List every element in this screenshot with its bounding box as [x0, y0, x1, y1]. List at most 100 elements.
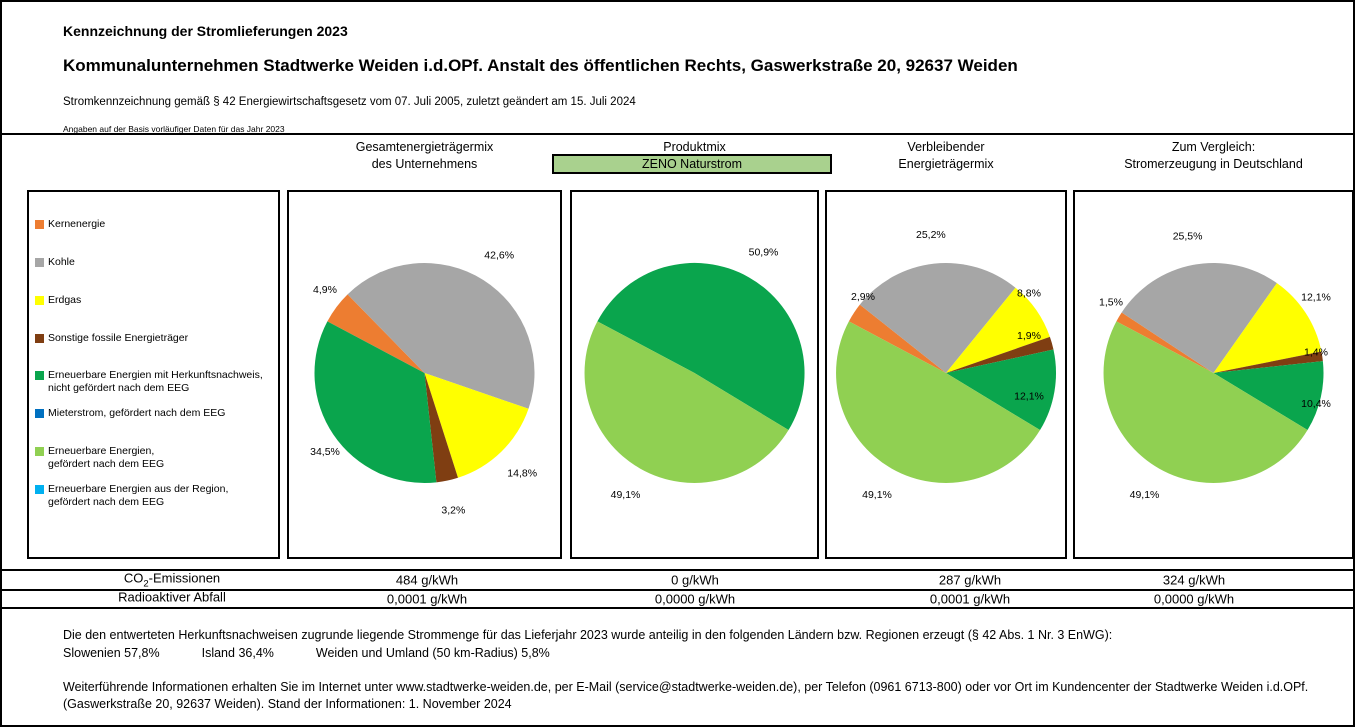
pie-slice-sonstige_fossile: [946, 336, 1054, 373]
column-header-verbleibender-mix: Verbleibender Energieträgermix: [825, 139, 1067, 173]
legend-label: Mieterstrom, gefördert nach dem EEG: [48, 407, 226, 419]
legend-item-mieterstrom: Mieterstrom, gefördert nach dem EEG: [35, 407, 225, 420]
pie-slice-ee_eeg: [1103, 321, 1308, 483]
pie-chart-gesamtmix: 4,9% 42,6% 14,8% 3,2% 34,5%: [310, 250, 537, 517]
pie-panel-gesamtmix: 4,9% 42,6% 14,8% 3,2% 34,5%: [287, 190, 562, 559]
column-header-deutschland: Zum Vergleich: Stromerzeugung in Deutsch…: [1073, 139, 1353, 173]
column-header-line2: Energieträgermix: [898, 157, 994, 171]
pie-slice-sonstige_fossile: [1213, 351, 1323, 373]
column-header-line1: Produktmix: [663, 140, 726, 154]
pie-panel-verbleibender-mix: 2,9% 25,2% 8,8% 1,9% 12,1% 49,1%: [825, 190, 1067, 559]
radioactive-value-deutschland: 0,0000 g/kWh: [1153, 591, 1235, 607]
pie-label-ee_herkunftsnachweis: 34,5%: [310, 446, 340, 458]
column-header-line1: Gesamtenergieträgermix: [355, 140, 494, 154]
origin-region-weiden: Weiden und Umland (50 km-Radius) 5,8%: [315, 646, 550, 660]
legend-item-kohle: Kohle: [35, 256, 75, 269]
legend-panel: Kernenergie Kohle Erdgas Sonstige fossile E…: [27, 190, 280, 559]
legend-label: Erneuerbare Energien aus der Region, gefö…: [48, 483, 229, 508]
legend-label: Kohle: [48, 256, 75, 268]
legend-swatch-ee_eeg: [35, 447, 44, 456]
origin-region-island: Island 36,4%: [201, 646, 274, 660]
pie-slice-ee_herkunftsnachweis: [597, 262, 805, 431]
legal-subtitle: Stromkennzeichnung gemäß § 42 Energiewir…: [63, 96, 636, 108]
pie-label-kohle: 25,2%: [916, 229, 946, 241]
column-header-line1: Zum Vergleich:: [1171, 140, 1256, 154]
radioactive-value-verbleibender-mix: 0,0001 g/kWh: [929, 591, 1011, 607]
pie-label-ee_eeg: 49,1%: [1130, 489, 1160, 501]
pie-slice-kohle: [1121, 262, 1277, 373]
pie-slice-ee_eeg: [584, 321, 789, 483]
origin-statement: Die den entwerteten Herkunftsnachweisen …: [63, 628, 1113, 642]
co2-value-deutschland: 324 g/kWh: [1162, 572, 1226, 588]
legend-swatch-kohle: [35, 258, 44, 267]
page-title: Kennzeichnung der Stromlieferungen 2023: [63, 23, 348, 39]
header-divider: [2, 133, 1353, 135]
radioactive-value-gesamtmix: 0,0001 g/kWh: [386, 591, 468, 607]
pie-label-erdgas: 14,8%: [507, 468, 537, 480]
product-name-box: ZENO Naturstrom: [552, 154, 832, 174]
pie-chart-verbleibender-mix: 2,9% 25,2% 8,8% 1,9% 12,1% 49,1%: [836, 229, 1057, 501]
pie-slice-erdgas: [1213, 283, 1322, 373]
column-header-line2: des Unternehmens: [371, 157, 478, 171]
pie-panel-deutschland: 1,5% 25,5% 12,1% 1,4% 10,4% 49,1%: [1073, 190, 1353, 559]
pie-label-kernenergie: 1,5%: [1099, 296, 1123, 308]
legend-item-ee_eeg: Erneuerbare Energien, gefördert nach dem …: [35, 445, 164, 471]
pie-label-erdgas: 8,8%: [1017, 288, 1041, 300]
pie-label-kernenergie: 2,9%: [851, 291, 875, 303]
pie-slice-ee_eeg: [836, 321, 1041, 483]
contact-info-line1: Weiterführende Informationen erhalten Si…: [63, 680, 1309, 694]
legend-swatch-ee_herkunftsnachweis: [35, 371, 44, 380]
legend-swatch-ee_region: [35, 485, 44, 494]
pie-slice-erdgas: [946, 287, 1050, 373]
pie-label-ee_eeg: 49,1%: [611, 489, 641, 501]
co2-row-label: CO2-Emissionen: [123, 570, 221, 590]
legend-item-sonstige_fossile: Sonstige fossile Energieträger: [35, 332, 188, 345]
origin-regions: Slowenien 57,8% Island 36,4% Weiden und …: [63, 646, 550, 660]
pie-slice-kohle: [859, 263, 1016, 373]
legend-item-ee_herkunftsnachweis: Erneuerbare Energien mit Herkunftsnachwe…: [35, 369, 263, 395]
pie-panel-produktmix: 50,9% 49,1%: [570, 190, 819, 559]
column-header-gesamtmix: Gesamtenergieträgermix des Unternehmens: [287, 139, 562, 173]
pie-slice-ee_herkunftsnachweis: [314, 321, 437, 484]
column-header-produktmix: Produktmix: [570, 139, 819, 156]
radioactive-row-label: Radioaktiver Abfall: [118, 589, 226, 605]
pie-slice-ee_herkunftsnachweis: [1213, 361, 1324, 431]
product-name-label: ZENO Naturstrom: [641, 157, 742, 171]
pie-label-ee_herkunftsnachweis: 50,9%: [749, 246, 779, 258]
preliminary-data-note: Angaben auf der Basis vorläufiger Daten …: [63, 124, 285, 134]
pie-chart-deutschland: 1,5% 25,5% 12,1% 1,4% 10,4% 49,1%: [1099, 230, 1331, 501]
pie-label-sonstige_fossile: 1,4%: [1304, 346, 1328, 358]
pie-slice-kernenergie: [848, 304, 946, 373]
pie-slice-ee_herkunftsnachweis: [946, 349, 1057, 431]
co2-value-verbleibender-mix: 287 g/kWh: [938, 572, 1002, 588]
column-header-line2: Stromerzeugung in Deutschland: [1124, 157, 1303, 171]
co2-value-produktmix: 0 g/kWh: [671, 572, 719, 588]
pie-label-ee_herkunftsnachweis: 10,4%: [1301, 398, 1331, 410]
co2-emissions-row: CO2-Emissionen 484 g/kWh 0 g/kWh 287 g/k…: [2, 569, 1353, 591]
legend-label: Erneuerbare Energien, gefördert nach dem …: [48, 445, 165, 470]
legend-swatch-mieterstrom: [35, 409, 44, 418]
legend-swatch-erdgas: [35, 296, 44, 305]
legend-label: Kernenergie: [48, 218, 106, 230]
pie-label-kohle: 25,5%: [1173, 230, 1203, 242]
legend-item-erdgas: Erdgas: [35, 294, 81, 307]
legend-label: Sonstige fossile Energieträger: [48, 332, 189, 344]
pie-slice-sonstige_fossile: [424, 373, 458, 483]
pie-slice-kernenergie: [327, 294, 425, 373]
legend-item-ee_region: Erneuerbare Energien aus der Region, gefö…: [35, 483, 228, 509]
legend-label: Erdgas: [48, 294, 82, 306]
pie-label-erdgas: 12,1%: [1301, 292, 1331, 304]
legend-item-kernenergie: Kernenergie: [35, 218, 105, 231]
pie-label-kernenergie: 4,9%: [313, 284, 337, 296]
pie-slice-erdgas: [424, 373, 529, 478]
pie-slice-kohle: [347, 262, 535, 409]
column-header-line1: Verbleibender: [907, 140, 985, 154]
pie-label-ee_herkunftsnachweis: 12,1%: [1014, 391, 1044, 403]
pie-label-sonstige_fossile: 1,9%: [1017, 330, 1041, 342]
legend-swatch-sonstige_fossile: [35, 334, 44, 343]
pie-label-sonstige_fossile: 3,2%: [441, 504, 465, 516]
radioactive-value-produktmix: 0,0000 g/kWh: [654, 591, 736, 607]
pie-label-kohle: 42,6%: [484, 250, 514, 262]
co2-value-gesamtmix: 484 g/kWh: [395, 572, 459, 588]
